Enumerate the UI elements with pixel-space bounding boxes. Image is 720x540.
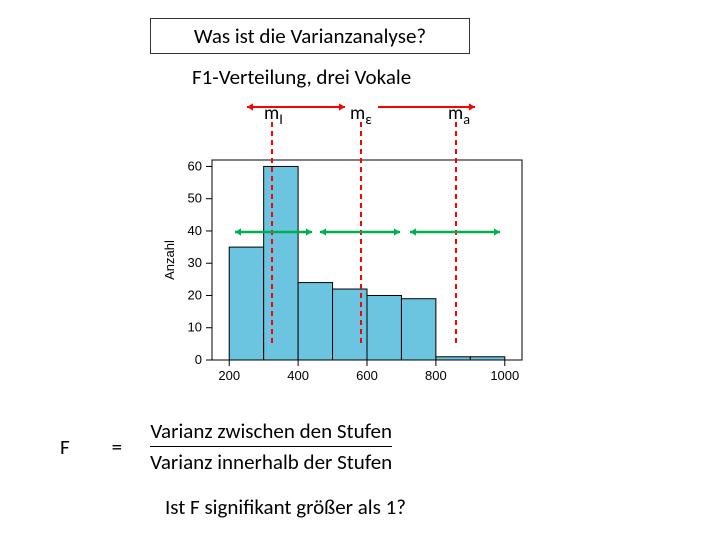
- svg-text:1000: 1000: [490, 368, 519, 383]
- svg-text:40: 40: [188, 223, 202, 238]
- svg-text:Anzahl: Anzahl: [162, 240, 177, 280]
- formula-denominator: Varianz innerhalb der Stufen: [150, 449, 392, 475]
- mean-label: ma: [448, 102, 470, 128]
- svg-text:50: 50: [188, 191, 202, 206]
- formula-eq: =: [112, 434, 122, 460]
- mean-label: mI: [264, 102, 283, 128]
- svg-text:800: 800: [425, 368, 447, 383]
- f-ratio-formula: F = Varianz zwischen den Stufen Varianz …: [60, 418, 392, 475]
- title-text: Was ist die Varianzanalyse?: [194, 23, 426, 49]
- subtitle: F1-Verteilung, drei Vokale: [192, 64, 411, 90]
- formula-fraction: Varianz zwischen den Stufen Varianz inne…: [150, 418, 392, 475]
- subtitle-text: F1-Verteilung, drei Vokale: [192, 64, 411, 90]
- svg-text:10: 10: [188, 320, 202, 335]
- svg-text:20: 20: [188, 287, 202, 302]
- title-box: Was ist die Varianzanalyse?: [150, 18, 470, 54]
- svg-text:600: 600: [356, 368, 378, 383]
- svg-text:30: 30: [188, 255, 202, 270]
- mean-label: mε: [350, 102, 372, 128]
- svg-text:0: 0: [195, 352, 202, 367]
- svg-text:400: 400: [287, 368, 309, 383]
- question-text: Ist F signifikant größer als 1?: [165, 494, 406, 520]
- formula-f: F: [60, 434, 70, 460]
- formula-numerator: Varianz zwischen den Stufen: [150, 418, 392, 444]
- question-text-row: Ist F signifikant größer als 1?: [165, 494, 406, 520]
- formula-fraction-line: [150, 446, 392, 447]
- svg-text:200: 200: [218, 368, 240, 383]
- svg-text:60: 60: [188, 158, 202, 173]
